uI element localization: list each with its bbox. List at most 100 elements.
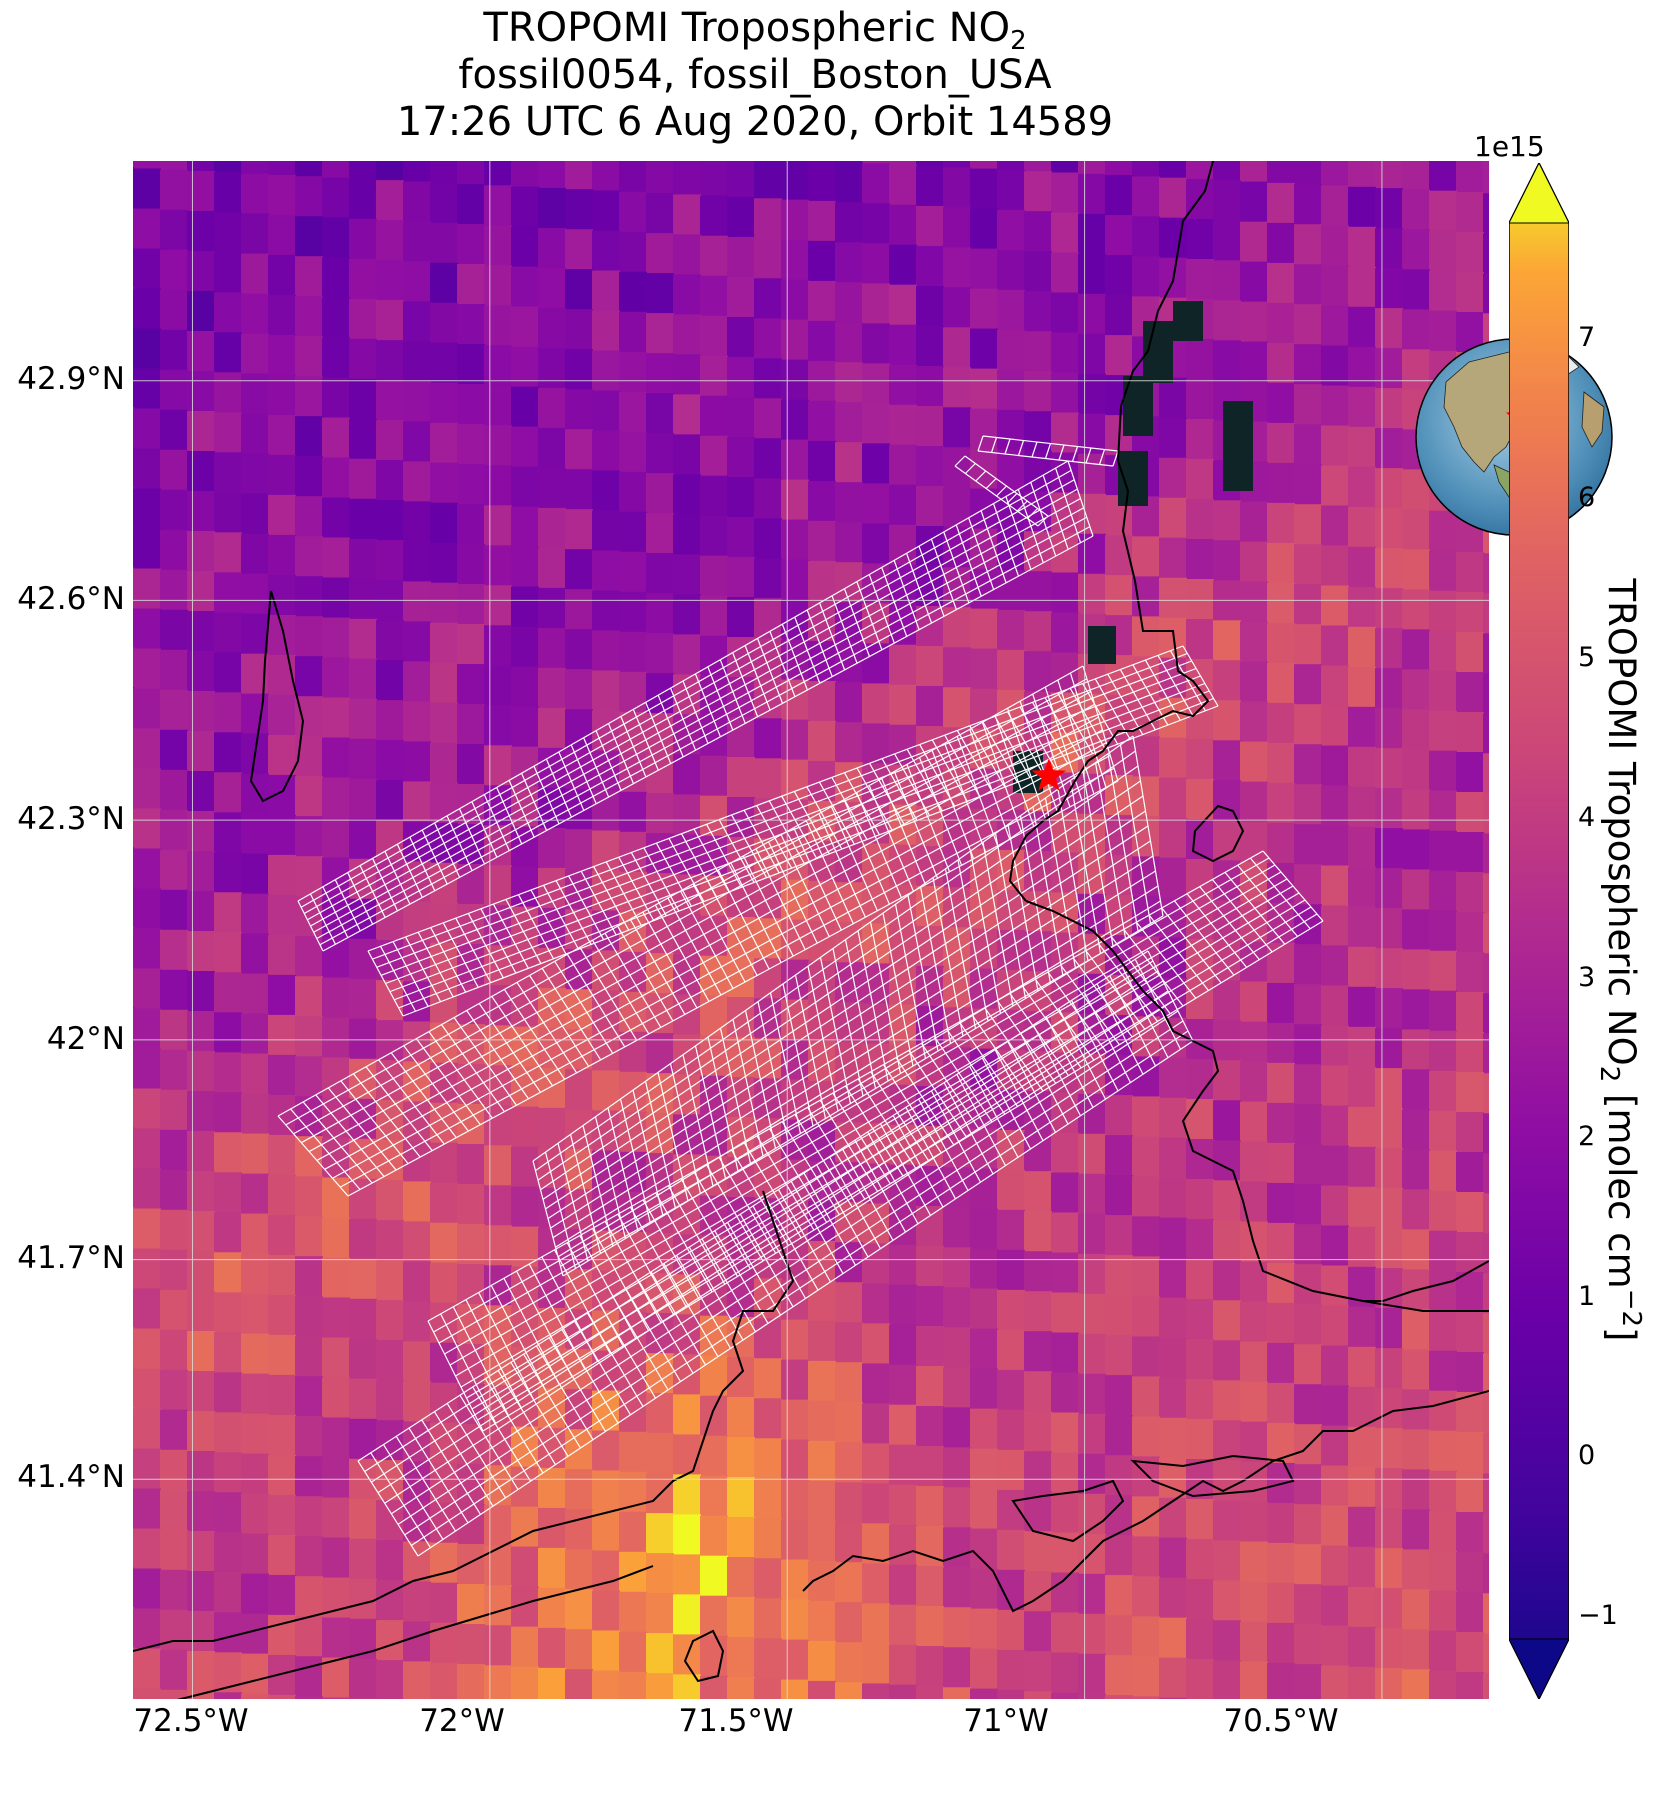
no2-pixel <box>1456 992 1484 1033</box>
no2-pixel <box>1321 586 1349 627</box>
no2-pixel <box>1483 1353 1489 1394</box>
no2-pixel <box>349 1499 377 1540</box>
no2-pixel <box>268 455 296 496</box>
no2-pixel <box>727 1677 755 1699</box>
no2-pixel <box>970 1529 998 1570</box>
no2-pixel <box>538 1628 566 1669</box>
no2-pixel <box>133 369 161 410</box>
no2-pixel <box>646 753 674 794</box>
no2-pixel <box>997 1290 1025 1331</box>
no2-pixel <box>133 969 161 1010</box>
no2-pixel <box>943 287 971 328</box>
no2-pixel <box>538 388 566 429</box>
no2-pixel <box>646 513 674 554</box>
no2-pixel <box>322 1298 350 1339</box>
no2-pixel <box>376 161 404 181</box>
no2-pixel <box>970 649 998 690</box>
no2-pixel <box>889 1485 917 1526</box>
no2-pixel <box>484 865 512 906</box>
no2-pixel <box>1402 789 1430 830</box>
no2-pixel <box>349 659 377 700</box>
no2-pixel <box>1213 1660 1241 1699</box>
no2-pixel <box>970 1209 998 1250</box>
no2-pixel <box>997 1570 1025 1611</box>
no2-pixel <box>241 934 269 975</box>
no2-pixel <box>997 930 1025 971</box>
no2-pixel <box>727 477 755 518</box>
no2-pixel <box>133 1449 161 1490</box>
no2-pixel <box>268 335 296 376</box>
no2-pixel <box>1375 388 1403 429</box>
no2-pixel <box>1429 1231 1457 1272</box>
no2-pixel <box>1078 1374 1106 1415</box>
no2-pixel <box>511 1107 539 1148</box>
no2-pixel <box>1456 1472 1484 1513</box>
no2-pixel <box>268 855 296 896</box>
no2-pixel <box>133 1249 161 1290</box>
no2-pixel <box>673 434 701 475</box>
no2-pixel <box>268 935 296 976</box>
no2-pixel <box>1267 1143 1295 1184</box>
no2-pixel <box>781 240 809 281</box>
no2-pixel <box>1078 1414 1106 1455</box>
no2-pixel <box>781 1160 809 1201</box>
no2-pixel <box>592 551 620 592</box>
no2-pixel <box>673 314 701 355</box>
no2-pixel <box>1159 1418 1187 1459</box>
no2-pixel <box>430 583 458 624</box>
no2-pixel <box>1186 1379 1214 1420</box>
no2-pixel <box>268 495 296 536</box>
no2-pixel <box>511 1387 539 1428</box>
no2-pixel <box>457 184 485 225</box>
no2-pixel <box>1267 1383 1295 1424</box>
no2-pixel <box>997 370 1025 411</box>
no2-pixel <box>1051 413 1079 454</box>
no2-pixel <box>1402 1029 1430 1070</box>
no2-pixel <box>1348 1467 1376 1508</box>
no2-pixel <box>1024 371 1052 412</box>
no2-pixel <box>1159 498 1187 539</box>
no2-pixel <box>133 1529 161 1570</box>
no2-pixel <box>1051 1373 1079 1414</box>
no2-pixel <box>619 632 647 673</box>
no2-pixel <box>1402 161 1430 190</box>
no2-pixel <box>943 1127 971 1168</box>
no2-pixel <box>565 829 593 870</box>
no2-pixel <box>700 1116 728 1157</box>
no2-pixel <box>1294 624 1322 665</box>
no2-pixel <box>133 729 161 770</box>
no2-pixel <box>214 252 242 293</box>
no2-pixel <box>1132 1496 1160 1537</box>
no2-pixel <box>646 1393 674 1434</box>
no2-pixel <box>403 161 431 182</box>
no2-pixel <box>1375 188 1403 229</box>
no2-pixel <box>1348 1347 1376 1388</box>
no2-pixel <box>1375 868 1403 909</box>
no2-pixel <box>1078 494 1106 535</box>
no2-pixel <box>1402 1429 1430 1470</box>
no2-pixel <box>160 410 188 451</box>
no2-pixel <box>160 850 188 891</box>
no2-pixel <box>1294 1064 1322 1105</box>
no2-pixel <box>1483 753 1489 794</box>
no2-pixel <box>781 1520 809 1561</box>
no2-pixel <box>646 1033 674 1074</box>
no2-pixel <box>349 1259 377 1300</box>
no2-pixel <box>214 292 242 333</box>
no2-pixel <box>997 1690 1025 1699</box>
no2-pixel <box>1348 1067 1376 1108</box>
no2-pixel <box>511 347 539 388</box>
no2-pixel <box>160 1450 188 1491</box>
no2-pixel <box>403 1341 431 1382</box>
no2-pixel <box>538 428 566 469</box>
no2-pixel <box>187 1611 215 1652</box>
no2-pixel <box>754 1398 782 1439</box>
no2-pixel <box>619 312 647 353</box>
no2-pixel <box>1483 161 1489 194</box>
no2-pixel <box>1375 1108 1403 1149</box>
no2-pixel <box>1456 712 1484 753</box>
no2-pixel <box>376 1540 404 1581</box>
no2-pixel <box>322 378 350 419</box>
no2-pixel <box>538 1068 566 1109</box>
no2-pixel <box>457 464 485 505</box>
